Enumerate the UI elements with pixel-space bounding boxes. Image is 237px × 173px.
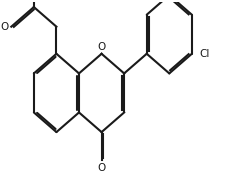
Text: O: O [97, 42, 106, 52]
Text: O: O [0, 22, 9, 32]
Text: Cl: Cl [199, 49, 210, 59]
Text: O: O [97, 163, 106, 173]
